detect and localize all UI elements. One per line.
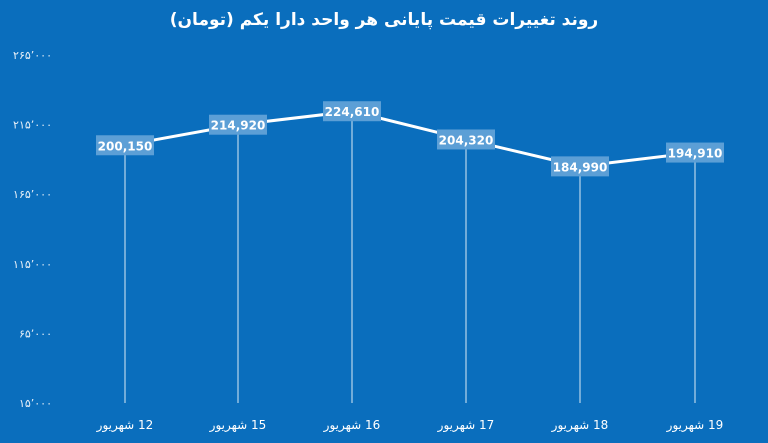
data-label: 194,910 — [668, 147, 723, 161]
data-label-box — [666, 142, 724, 163]
data-label: 200,150 — [98, 139, 153, 153]
data-label-box — [323, 101, 381, 122]
y-tick-label: ۲۱۵٬۰۰۰ — [13, 119, 52, 132]
x-tick-label: 18 شهریور — [551, 418, 609, 433]
data-label-box — [96, 135, 154, 156]
data-label: 204,320 — [439, 133, 494, 147]
data-label-box — [209, 114, 267, 135]
y-tick-label: ۱۵٬۰۰۰ — [19, 397, 52, 410]
x-tick-label: 17 شهریور — [437, 418, 495, 433]
chart-title: روند تغییرات قیمت پایانی هر واحد دارا یک… — [169, 10, 599, 30]
y-tick-label: ۶۵٬۰۰۰ — [19, 327, 52, 340]
x-tick-label: 16 شهریور — [323, 418, 381, 433]
data-label: 184,990 — [553, 160, 608, 174]
y-tick-label: ۱۱۵٬۰۰۰ — [13, 258, 52, 271]
x-tick-label: 15 شهریور — [209, 418, 267, 433]
data-label: 224,610 — [325, 105, 380, 119]
x-tick-label: 12 شهریور — [96, 418, 154, 433]
x-tick-label: 19 شهریور — [666, 418, 724, 433]
data-label-box — [437, 129, 495, 150]
y-tick-label: ۱۶۵٬۰۰۰ — [13, 188, 52, 201]
y-tick-label: ۲۶۵٬۰۰۰ — [13, 49, 52, 62]
data-label-box — [551, 156, 609, 177]
data-label: 214,920 — [211, 119, 266, 133]
